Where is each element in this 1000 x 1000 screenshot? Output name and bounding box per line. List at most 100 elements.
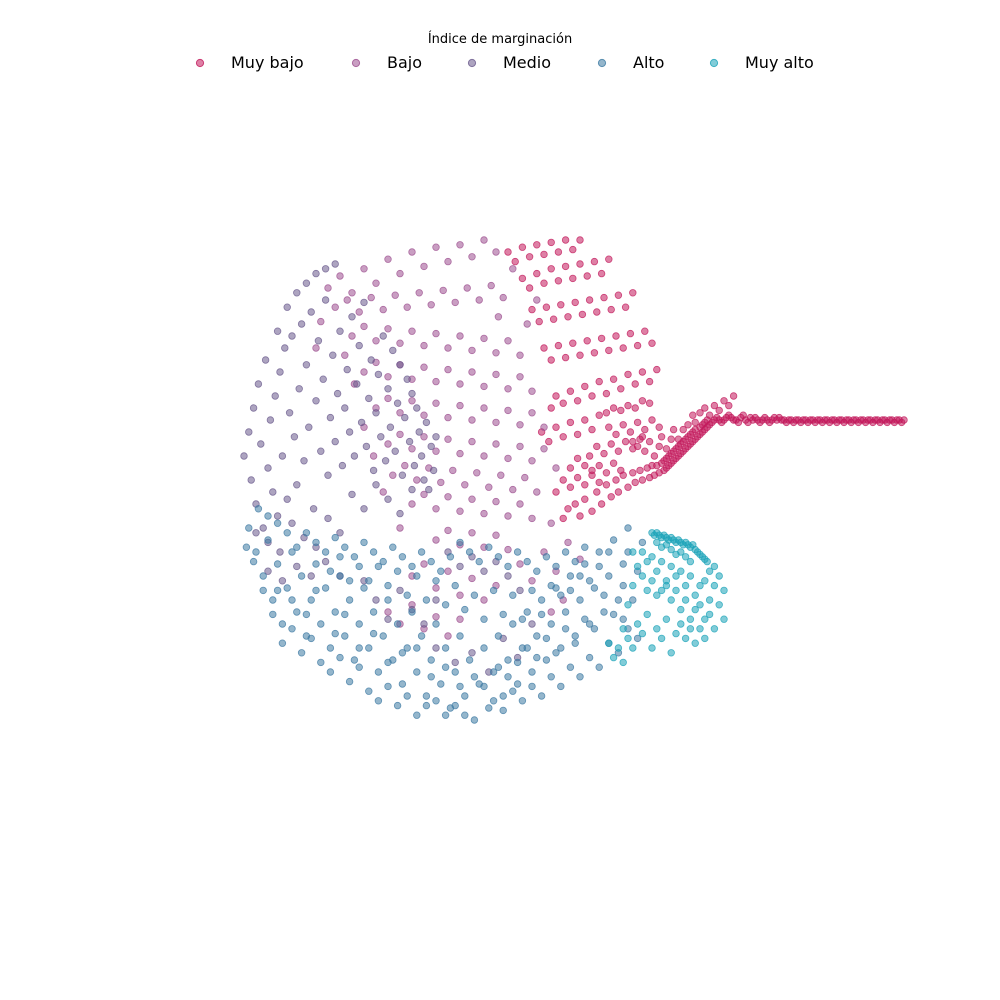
data-point: [314, 337, 323, 345]
data-point: [677, 620, 685, 628]
data-point: [710, 401, 719, 410]
data-point: [264, 464, 272, 472]
data-point: [403, 375, 411, 383]
data-point: [633, 634, 642, 643]
data-point: [588, 425, 596, 434]
data-point: [254, 380, 263, 388]
data-point: [341, 351, 349, 359]
data-point: [331, 437, 339, 446]
data-point: [343, 296, 351, 304]
data-point: [540, 423, 548, 431]
data-point: [629, 289, 637, 297]
data-point: [614, 447, 623, 455]
data-point: [686, 557, 695, 566]
data-point: [451, 668, 459, 676]
data-point: [273, 519, 282, 527]
data-point: [408, 500, 416, 508]
data-point: [432, 329, 440, 338]
data-point: [509, 687, 517, 695]
data-point: [535, 317, 543, 326]
data-point: [365, 687, 373, 695]
data-point: [300, 457, 308, 465]
data-point: [605, 346, 613, 355]
data-point: [283, 529, 291, 537]
data-point: [480, 382, 488, 391]
data-point: [302, 279, 311, 287]
data-point: [360, 584, 368, 592]
data-point: [360, 505, 368, 513]
data-point: [461, 605, 469, 614]
data-point: [492, 248, 500, 256]
data-point: [686, 625, 695, 633]
data-point: [581, 382, 589, 391]
data-point: [629, 437, 637, 446]
data-point: [571, 298, 579, 307]
data-point: [561, 548, 570, 556]
data-point: [701, 615, 709, 623]
data-point: [641, 425, 649, 434]
data-point: [444, 413, 452, 422]
data-point: [657, 586, 666, 595]
data-point: [252, 529, 260, 537]
data-point: [657, 433, 666, 441]
data-point: [696, 625, 704, 633]
data-point: [626, 329, 635, 338]
data-point: [480, 567, 488, 575]
data-point: [273, 327, 282, 335]
data-point: [437, 478, 445, 487]
data-point: [480, 404, 488, 412]
data-point: [533, 241, 541, 249]
data-point: [528, 586, 536, 595]
data-point: [489, 668, 498, 676]
data-point: [533, 632, 541, 640]
data-point: [533, 488, 541, 496]
data-point: [715, 572, 723, 580]
data-point: [427, 442, 435, 451]
data-point: [504, 656, 512, 664]
legend-label: Bajo: [387, 53, 422, 72]
data-point: [672, 572, 680, 580]
data-point: [528, 514, 536, 523]
data-point: [312, 560, 320, 568]
data-point: [571, 557, 579, 566]
data-point: [547, 608, 555, 616]
data-point: [413, 404, 421, 412]
data-point: [288, 548, 296, 556]
data-point: [633, 620, 642, 628]
data-point: [331, 629, 339, 638]
data-point: [365, 644, 373, 652]
data-point: [705, 567, 714, 575]
data-point: [415, 428, 423, 436]
data-point: [585, 577, 594, 585]
data-point: [504, 337, 512, 345]
data-point: [367, 293, 375, 302]
data-point: [641, 447, 649, 455]
data-point: [288, 519, 296, 527]
data-point: [403, 303, 411, 311]
data-point: [415, 289, 423, 297]
data-point: [432, 433, 440, 441]
data-point: [581, 461, 589, 470]
data-point: [417, 452, 426, 460]
data-point: [276, 548, 284, 556]
data-point: [468, 529, 476, 537]
data-point: [645, 377, 654, 386]
data-point: [413, 644, 421, 652]
data-point: [374, 370, 383, 379]
data-point: [528, 620, 536, 628]
legend-marker: [195, 58, 205, 68]
data-point: [614, 644, 623, 652]
data-point: [480, 682, 488, 691]
data-point: [441, 601, 450, 609]
data-point: [499, 293, 507, 302]
data-point: [494, 313, 503, 321]
data-point: [696, 581, 704, 590]
data-point: [600, 449, 608, 458]
data-point: [365, 577, 373, 585]
data-point: [326, 644, 335, 652]
data-point: [396, 524, 404, 532]
data-point: [583, 337, 591, 345]
data-point: [552, 464, 560, 472]
data-point: [684, 421, 692, 429]
legend-item-muy-bajo: Muy bajo: [195, 53, 304, 72]
